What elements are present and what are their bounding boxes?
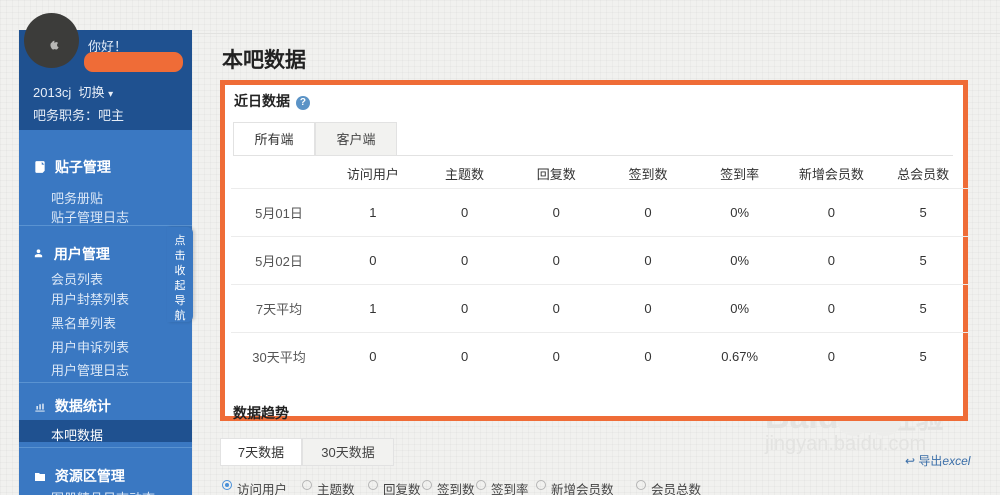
svg-text:jingyan.baidu.com: jingyan.baidu.com	[764, 433, 926, 455]
